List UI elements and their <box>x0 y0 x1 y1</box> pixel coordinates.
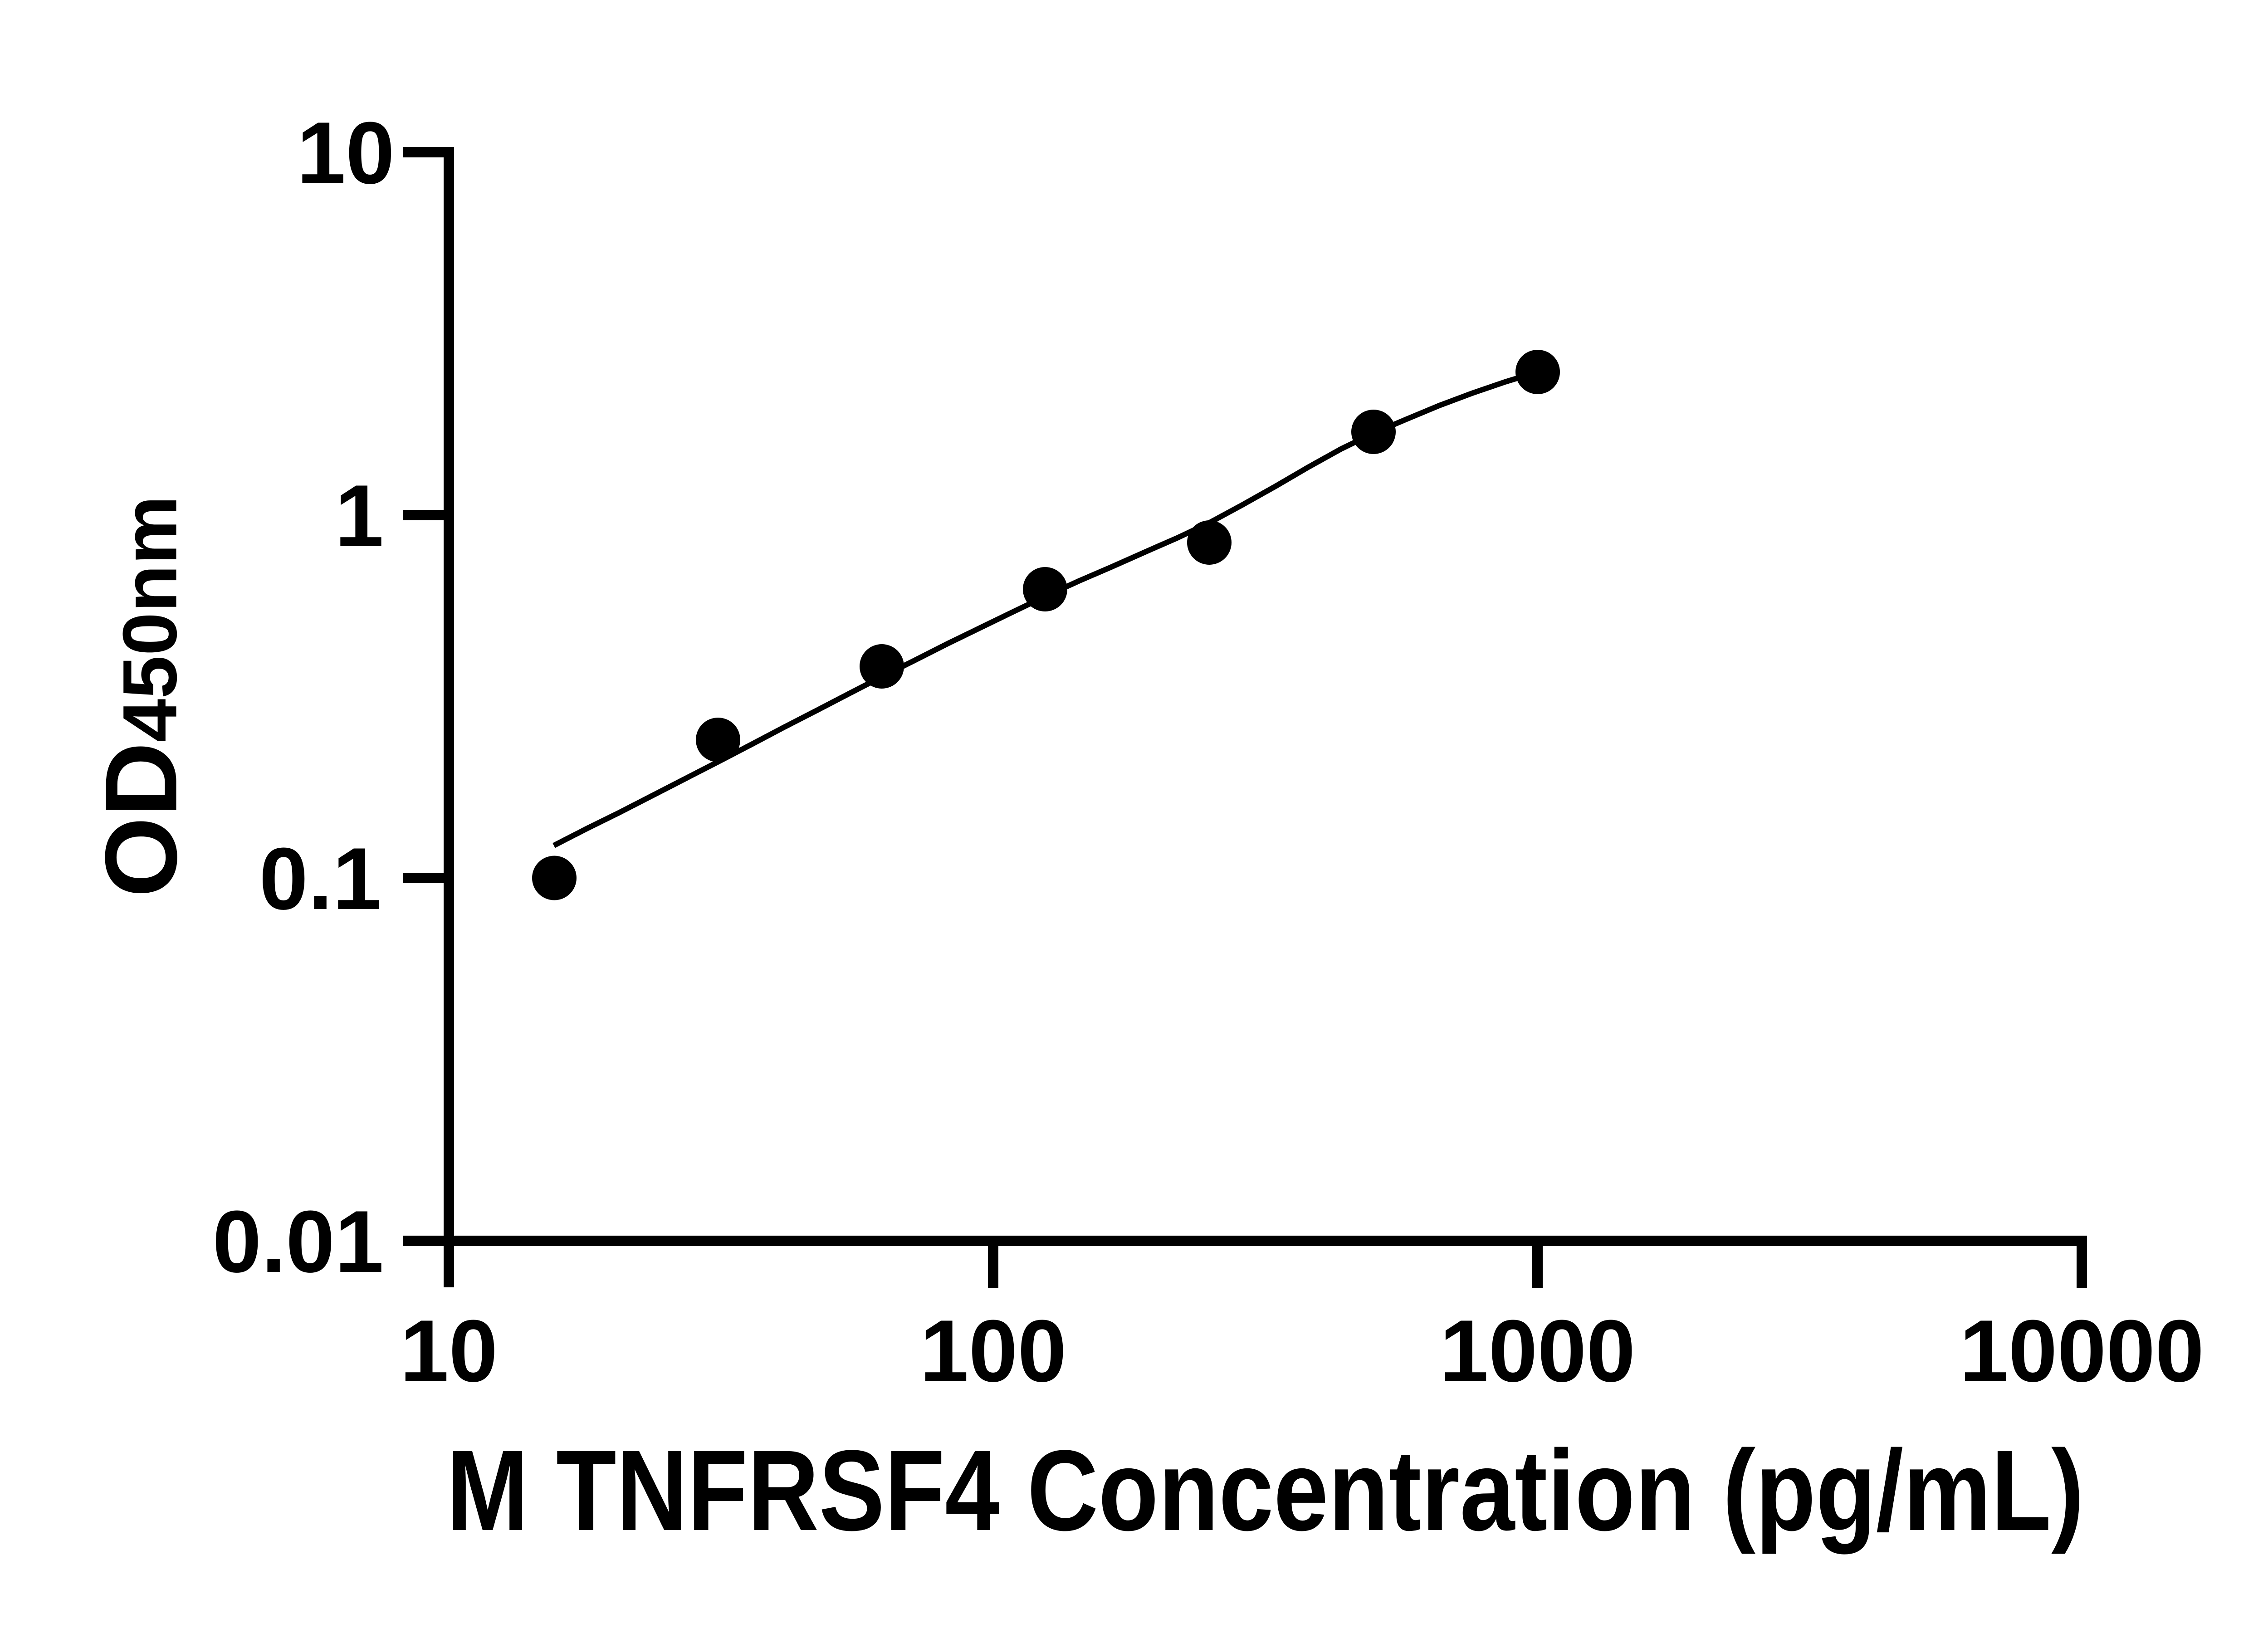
svg-text:1: 1 <box>335 467 384 565</box>
svg-text:10000: 10000 <box>1960 1302 2204 1400</box>
svg-text:100: 100 <box>920 1302 1067 1400</box>
svg-text:0.01: 0.01 <box>212 1193 384 1291</box>
svg-text:0.1: 0.1 <box>259 830 381 928</box>
svg-text:10: 10 <box>297 104 395 202</box>
svg-text:1000: 1000 <box>1440 1302 1636 1400</box>
svg-text:10: 10 <box>400 1302 498 1400</box>
svg-text:M TNFRSF4 Concentration (pg/mL: M TNFRSF4 Concentration (pg/mL) <box>447 1426 2084 1555</box>
